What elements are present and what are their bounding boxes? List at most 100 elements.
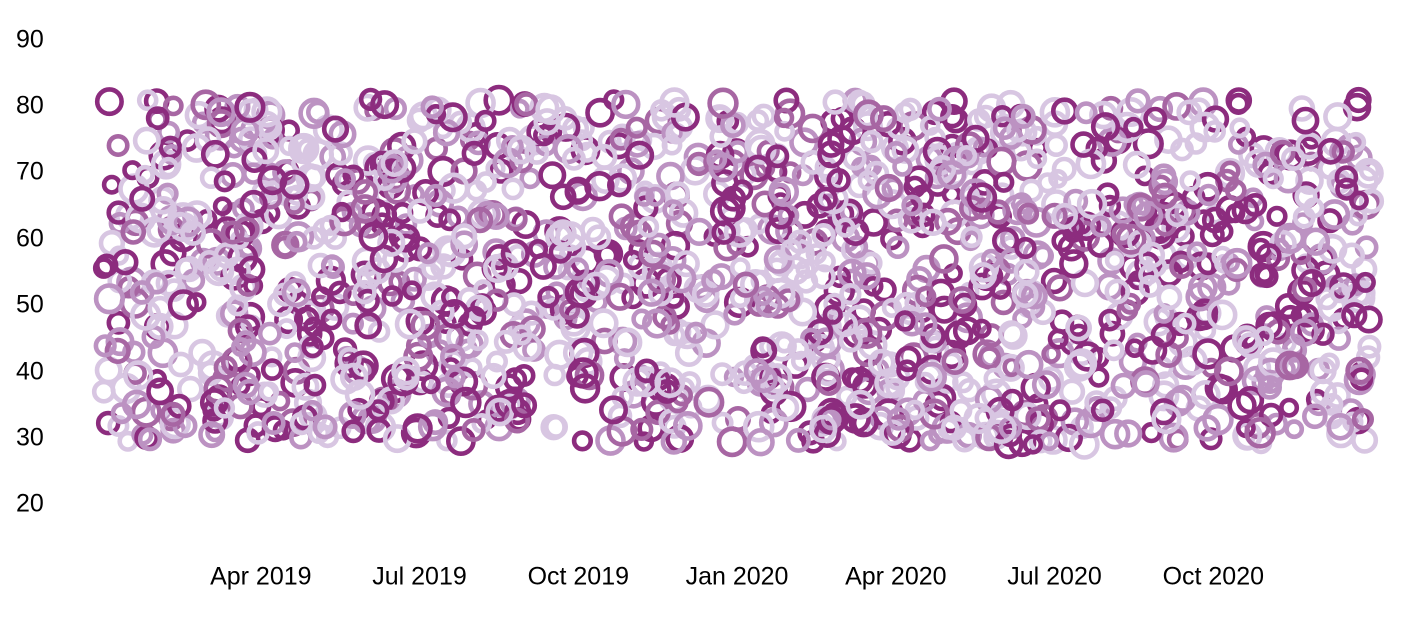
scatter-point	[190, 89, 222, 121]
scatter-point	[93, 283, 125, 315]
scatter-point	[1295, 303, 1320, 328]
scatter-point	[960, 225, 983, 249]
scatter-point	[303, 373, 327, 397]
scatter-point	[321, 115, 350, 143]
scatter-point	[813, 186, 838, 212]
scatter-point	[896, 359, 919, 382]
scatter-point	[569, 373, 601, 404]
scatter-point	[291, 372, 320, 401]
scatter-point	[203, 255, 235, 287]
scatter-point	[746, 109, 770, 132]
scatter-point	[232, 371, 260, 399]
scatter-point	[788, 297, 818, 327]
scatter-point	[485, 350, 508, 373]
scatter-point	[871, 277, 897, 303]
scatter-point	[1208, 374, 1239, 405]
scatter-point	[1068, 428, 1100, 460]
scatter-point	[693, 386, 725, 418]
scatter-point	[172, 206, 204, 238]
scatter-point	[1232, 420, 1263, 451]
scatter-point	[1185, 282, 1215, 312]
scatter-point	[174, 257, 198, 281]
scatter-point	[1345, 356, 1374, 385]
scatter-point	[969, 262, 997, 290]
scatter-point	[1302, 403, 1328, 430]
scatter-point	[972, 137, 994, 158]
scatter-point	[1051, 156, 1077, 182]
scatter-point	[661, 134, 683, 156]
y-axis-tick-label: 80	[16, 91, 44, 120]
scatter-point	[1066, 348, 1098, 379]
scatter-point	[1104, 278, 1131, 305]
scatter-point	[1125, 88, 1151, 114]
scatter-point	[701, 268, 726, 293]
scatter-point	[852, 262, 881, 291]
scatter-point	[1284, 419, 1305, 440]
scatter-point	[123, 360, 154, 391]
scatter-point	[156, 182, 179, 205]
scatter-point	[1291, 106, 1320, 135]
scatter-point	[350, 194, 380, 224]
scatter-point	[461, 417, 486, 442]
scatter-point	[107, 414, 130, 437]
y-axis-tick-label: 20	[16, 489, 44, 518]
scatter-point	[1189, 111, 1221, 143]
scatter-point	[260, 358, 284, 381]
scatter-point	[367, 399, 390, 422]
scatter-point	[451, 223, 478, 250]
scatter-point	[913, 312, 938, 337]
scatter-point	[1219, 160, 1241, 182]
scatter-point	[624, 140, 655, 170]
scatter-point	[310, 286, 332, 308]
scatter-point	[549, 219, 577, 247]
scatter-point	[339, 362, 369, 391]
scatter-point	[813, 420, 841, 448]
scatter-point	[197, 250, 221, 274]
scatter-point	[1016, 202, 1040, 225]
scatter-point	[886, 235, 910, 260]
scatter-point	[169, 211, 192, 234]
scatter-point	[844, 235, 869, 259]
scatter-point	[852, 99, 884, 131]
scatter-point	[224, 93, 251, 121]
scatter-point	[810, 264, 836, 290]
scatter-point	[1090, 112, 1121, 142]
scatter-point	[213, 170, 236, 193]
scatter-point	[281, 278, 311, 308]
scatter-point	[1089, 100, 1118, 130]
scatter-point	[612, 327, 643, 358]
scatter-point	[1150, 322, 1177, 348]
scatter-point	[673, 321, 702, 350]
scatter-point	[1102, 339, 1125, 362]
scatter-point	[881, 297, 903, 319]
scatter-point	[892, 156, 913, 177]
scatter-point	[1249, 237, 1272, 260]
scatter-point	[1290, 318, 1319, 347]
scatter-point	[684, 321, 708, 344]
x-axis-tick-label: Oct 2020	[1162, 562, 1265, 591]
scatter-point	[288, 132, 320, 165]
scatter-point	[842, 146, 867, 171]
scatter-point	[1058, 378, 1086, 405]
scatter-point	[817, 131, 845, 158]
scatter-point	[1011, 281, 1039, 309]
scatter-point	[106, 310, 131, 335]
scatter-point	[1176, 99, 1203, 126]
scatter-point	[797, 113, 828, 144]
scatter-point	[744, 154, 772, 183]
scatter-point	[1138, 274, 1162, 298]
scatter-point	[1021, 282, 1048, 310]
x-axis-tick-label: Oct 2019	[527, 562, 630, 591]
scatter-point	[729, 287, 751, 309]
scatter-point	[380, 149, 409, 178]
scatter-point	[1323, 102, 1353, 132]
scatter-point	[549, 183, 577, 211]
scatter-point	[104, 337, 131, 365]
scatter-point	[136, 89, 159, 111]
scatter-point	[432, 118, 461, 147]
x-axis-tick-label: Jan 2020	[685, 562, 789, 591]
scatter-point	[199, 388, 229, 417]
scatter-point	[1151, 404, 1182, 435]
scatter-point	[581, 271, 611, 301]
